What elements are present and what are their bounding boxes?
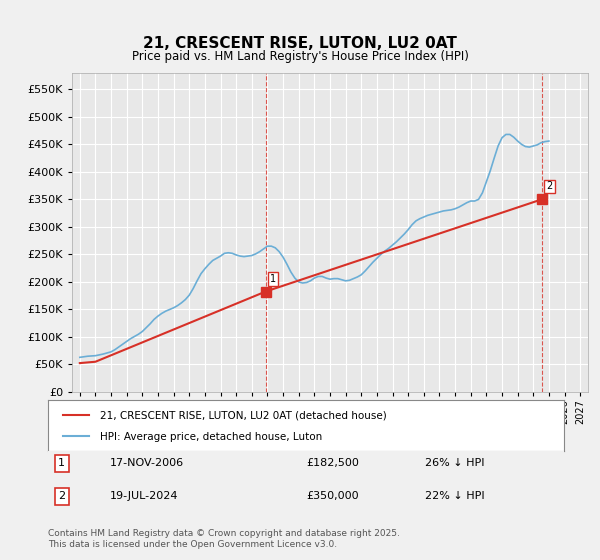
Text: 17-NOV-2006: 17-NOV-2006 [110,459,184,468]
Text: HPI: Average price, detached house, Luton: HPI: Average price, detached house, Luto… [100,432,322,442]
Text: Price paid vs. HM Land Registry's House Price Index (HPI): Price paid vs. HM Land Registry's House … [131,50,469,63]
Text: 21, CRESCENT RISE, LUTON, LU2 0AT: 21, CRESCENT RISE, LUTON, LU2 0AT [143,36,457,52]
Text: 22% ↓ HPI: 22% ↓ HPI [425,491,484,501]
Text: £182,500: £182,500 [306,459,359,468]
Text: 2: 2 [547,181,553,192]
Text: 2: 2 [58,491,65,501]
Text: 26% ↓ HPI: 26% ↓ HPI [425,459,484,468]
Text: 1: 1 [58,459,65,468]
Text: 21, CRESCENT RISE, LUTON, LU2 0AT (detached house): 21, CRESCENT RISE, LUTON, LU2 0AT (detac… [100,410,386,421]
Text: Contains HM Land Registry data © Crown copyright and database right 2025.
This d: Contains HM Land Registry data © Crown c… [48,529,400,549]
Text: 1: 1 [270,274,277,284]
Text: 19-JUL-2024: 19-JUL-2024 [110,491,178,501]
Text: £350,000: £350,000 [306,491,359,501]
